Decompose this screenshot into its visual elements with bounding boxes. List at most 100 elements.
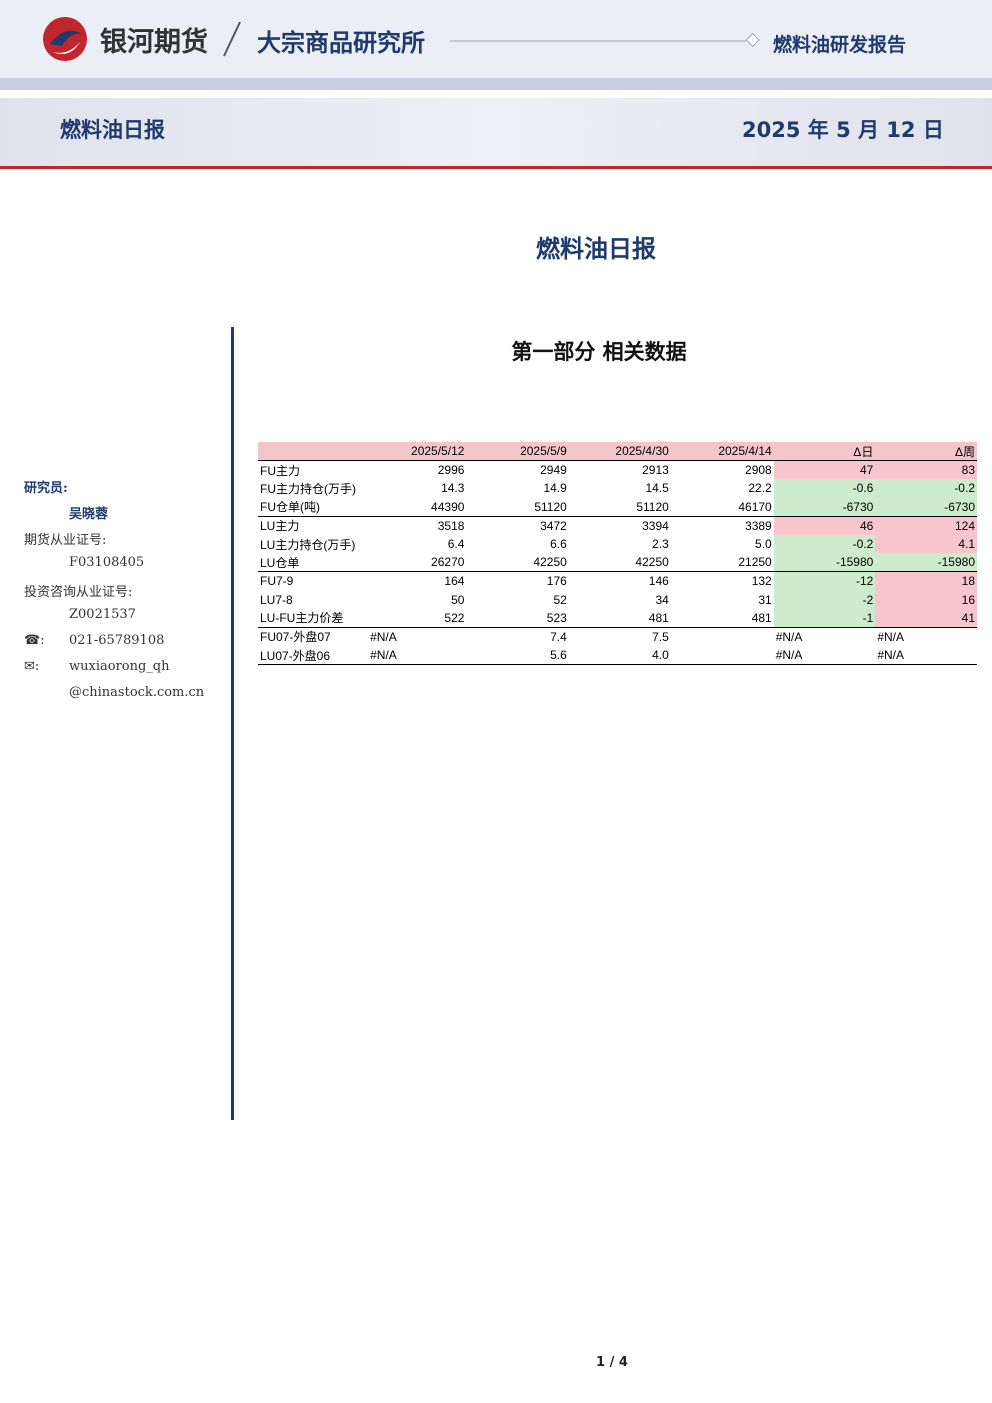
cell: 21250 (670, 553, 774, 573)
table-row: FU主力持仓(万手) 14.3 14.9 14.5 22.2 -0.6 -0.2 (258, 479, 977, 498)
cell: -6730 (875, 497, 977, 517)
cell (671, 627, 774, 646)
cell: 51120 (568, 497, 671, 517)
cell: 3389 (745, 518, 772, 533)
cell: 2913 (642, 463, 669, 478)
rule (0, 166, 992, 169)
division: 大宗商品研究所 (257, 29, 425, 57)
cell: 22.2 (748, 481, 772, 496)
section-title: 第一部分 相关数据 (511, 340, 687, 364)
row-label: LU7-8 (260, 592, 293, 607)
cell: 164 (444, 574, 465, 589)
table-row: LU仓单 26270 42250 42250 21250 -15980 -15980 (258, 553, 977, 573)
header-bar (0, 0, 992, 78)
cell: 6.4 (447, 537, 465, 552)
cell: -15980 (773, 553, 876, 573)
cell: 3472 (540, 518, 567, 533)
row-label: LU-FU主力价差 (258, 608, 369, 628)
cell: -6730 (773, 497, 876, 517)
cell: 7.4 (550, 629, 567, 644)
cell: 481 (568, 608, 671, 628)
row-label: FU07-外盘07 (260, 630, 331, 645)
row-label: LU仓单 (258, 553, 369, 573)
table-row: FU07-外盘07 #N/A 7.4 7.5 #N/A #N/A (258, 627, 977, 646)
row-label: FU主力 (260, 463, 300, 478)
doc-title: 燃料油日报 (536, 235, 656, 263)
table-row: FU仓单(吨) 44390 51120 51120 46170 -6730 -6730 (258, 497, 977, 517)
cell: 14.3 (441, 481, 465, 496)
cell: #N/A (875, 646, 977, 666)
cell: 176 (546, 574, 567, 589)
page-number: 1 / 4 (596, 1355, 628, 1370)
cell: 34 (655, 592, 669, 607)
license-label: 期货从业证号: (24, 533, 107, 548)
cell: -0.2 (773, 534, 876, 554)
cell: 2908 (745, 463, 772, 478)
cell: 4.1 (875, 534, 977, 554)
cell: 3518 (437, 518, 465, 533)
table-row: LU-FU主力价差 522 523 481 481 -1 41 (258, 608, 977, 628)
cell: -0.6 (773, 479, 876, 498)
email-label: ✉: (24, 659, 40, 674)
cell: #N/A (775, 629, 803, 644)
cell: 26270 (368, 553, 467, 573)
cell (670, 646, 774, 666)
strip (0, 78, 992, 90)
header-cell: 2025/5/9 (466, 442, 569, 462)
license: F03108405 (69, 555, 145, 570)
cell: 2949 (540, 463, 567, 478)
cell: -12 (773, 571, 876, 591)
cell: 5.0 (755, 537, 772, 552)
header-cell: 2025/4/30 (568, 442, 671, 462)
banner-title: 燃料油日报 (60, 118, 165, 142)
cell: 2.3 (652, 537, 669, 552)
row-label: LU主力 (260, 519, 300, 534)
cell: 3394 (642, 518, 669, 533)
header-cell: 2025/5/12 (368, 442, 467, 462)
table-row: LU主力持仓(万手) 6.4 6.6 2.3 5.0 -0.2 4.1 (258, 534, 977, 554)
report-type: 燃料油研发报告 (773, 34, 907, 56)
consult: Z0021537 (69, 607, 136, 622)
cell: 2996 (437, 463, 465, 478)
cell: #N/A (368, 646, 467, 666)
cell: 47 (773, 460, 876, 480)
cell: 124 (875, 516, 977, 535)
cell: -15980 (875, 553, 977, 573)
cell: 50 (451, 592, 465, 607)
cell: 51120 (466, 497, 569, 517)
divider (450, 32, 760, 48)
cell: 46 (773, 516, 876, 535)
cell: 16 (875, 590, 977, 609)
company: 银河期货 (100, 27, 208, 58)
cell: 42250 (466, 553, 569, 573)
header-cell: Δ周 (875, 442, 977, 462)
cell: 6.6 (550, 537, 567, 552)
cell: -2 (773, 590, 876, 609)
row-label: LU07-外盘06 (258, 646, 369, 666)
cell: 42250 (568, 553, 671, 573)
sidebar-rule (231, 327, 234, 1120)
cell: 7.5 (652, 629, 669, 644)
row-label: FU7-9 (260, 574, 294, 589)
cell: #N/A (877, 629, 905, 644)
consult-label: 投资咨询从业证号: (24, 585, 133, 600)
table-row: LU07-外盘06 #N/A 5.6 4.0 #N/A #N/A (258, 646, 977, 666)
data-table: 2025/5/12 2025/5/9 2025/4/30 2025/4/14 Δ日 Δ周 F… (258, 442, 977, 666)
cell: 46170 (670, 497, 774, 517)
cell: 14.9 (543, 481, 567, 496)
table-row: FU主力 2996 2949 2913 2908 47 83 (258, 460, 977, 480)
cell: 481 (670, 608, 774, 628)
cell: 52 (553, 592, 567, 607)
phone: 021-65789108 (69, 633, 165, 648)
cell: 41 (875, 608, 977, 628)
banner (0, 98, 992, 166)
cell: 18 (875, 571, 977, 591)
table-row: LU主力 3518 3472 3394 3389 46 124 (258, 516, 977, 535)
cell: 146 (648, 574, 669, 589)
cell: 522 (368, 608, 467, 628)
table-row: LU7-8 50 52 34 31 -2 16 (258, 590, 977, 609)
slash (223, 21, 241, 57)
researcher-label: 研究员: (24, 481, 68, 496)
email: @chinastock.com.cn (69, 685, 205, 700)
cell: 14.5 (645, 481, 669, 496)
